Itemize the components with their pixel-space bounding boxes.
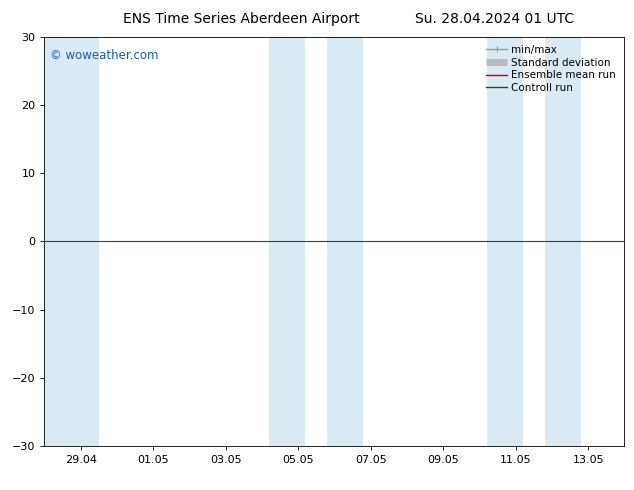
Legend: min/max, Standard deviation, Ensemble mean run, Controll run: min/max, Standard deviation, Ensemble me… — [483, 42, 619, 96]
Text: © woweather.com: © woweather.com — [50, 49, 158, 62]
Bar — [44, 37, 99, 446]
Bar — [327, 37, 363, 446]
Bar — [269, 37, 306, 446]
Text: ENS Time Series Aberdeen Airport: ENS Time Series Aberdeen Airport — [122, 12, 359, 26]
Text: Su. 28.04.2024 01 UTC: Su. 28.04.2024 01 UTC — [415, 12, 574, 26]
Bar — [487, 37, 523, 446]
Bar — [545, 37, 581, 446]
